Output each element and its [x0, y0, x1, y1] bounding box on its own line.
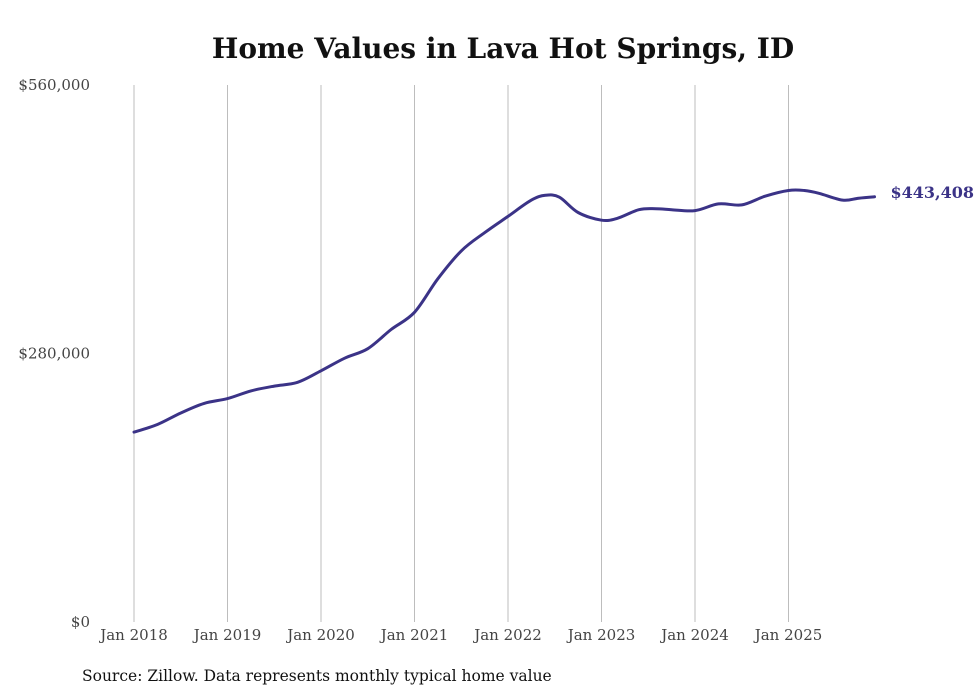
x-tick-label: Jan 2020	[285, 626, 355, 644]
y-tick-label: $280,000	[18, 345, 90, 363]
y-tick-label: $0	[71, 613, 90, 631]
x-tick-label: Jan 2022	[472, 626, 542, 644]
x-tick-label: Jan 2023	[566, 626, 636, 644]
y-tick-label: $560,000	[18, 76, 90, 94]
x-tick-label: Jan 2019	[192, 626, 262, 644]
x-axis-ticks: Jan 2018 Jan 2019 Jan 2020 Jan 2021 Jan 2022…	[98, 626, 822, 644]
series-layer: $443,408	[132, 183, 975, 434]
end-value-label: $443,408	[891, 183, 975, 202]
source-note: Source: Zillow. Data represents monthly …	[82, 667, 552, 685]
line-chart: Home Values in Lava Hot Springs, ID $0 $2…	[18, 32, 975, 644]
grid-lines	[133, 85, 789, 622]
y-axis-ticks: $0 $280,000 $560,000	[18, 76, 90, 631]
x-tick-label: Jan 2025	[753, 626, 823, 644]
x-tick-label: Jan 2018	[98, 626, 168, 644]
x-tick-label: Jan 2021	[379, 626, 449, 644]
x-tick-label: Jan 2024	[659, 626, 729, 644]
series-line-0	[132, 188, 876, 434]
chart-title: Home Values in Lava Hot Springs, ID	[212, 32, 794, 65]
